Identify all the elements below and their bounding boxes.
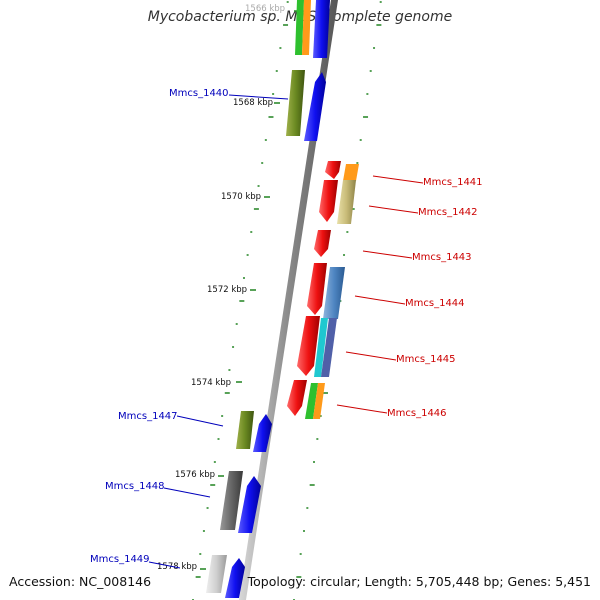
ruler-label: 1572 kbp	[207, 285, 247, 295]
ruler-label: 1574 kbp	[191, 378, 231, 388]
gene-mmcs-1440[interactable]: Mmcs_1440	[169, 70, 326, 141]
ruler-label: 1568 kbp	[233, 98, 273, 108]
gene-mmcs-1448[interactable]: Mmcs_1448	[105, 471, 261, 533]
gene-mmcs-1441[interactable]: Mmcs_1441	[325, 161, 483, 188]
gene-top-partial[interactable]	[295, 0, 330, 58]
gene-mmcs-1443[interactable]: Mmcs_1443	[314, 230, 472, 263]
gene-label[interactable]: Mmcs_1446	[387, 408, 447, 419]
gene-label[interactable]: Mmcs_1445	[396, 354, 456, 365]
gene-label[interactable]: Mmcs_1444	[405, 298, 465, 309]
gene-mmcs-1446[interactable]: Mmcs_1446	[287, 380, 447, 419]
scale-track-left	[192, 1, 289, 600]
gene-label[interactable]: Mmcs_1447	[118, 411, 178, 422]
gene-label[interactable]: Mmcs_1448	[105, 481, 165, 492]
gene-mmcs-1444[interactable]: Mmcs_1444	[307, 263, 465, 319]
accession-text: Accession: NC_008146	[9, 574, 152, 589]
gene-label[interactable]: Mmcs_1440	[169, 88, 229, 99]
gene-label[interactable]: Mmcs_1442	[418, 207, 478, 218]
ruler-label: 1566 kbp	[245, 4, 285, 14]
genome-summary-text: Topology: circular; Length: 5,705,448 bp…	[247, 574, 591, 589]
gene-mmcs-1449[interactable]: Mmcs_1449	[90, 554, 245, 598]
gene-mmcs-1445[interactable]: Mmcs_1445	[297, 316, 456, 377]
gene-label[interactable]: Mmcs_1443	[412, 252, 472, 263]
gene-label[interactable]: Mmcs_1449	[90, 554, 150, 565]
gene-label[interactable]: Mmcs_1441	[423, 177, 483, 188]
gene-mmcs-1447[interactable]: Mmcs_1447	[118, 411, 272, 452]
ruler-label: 1576 kbp	[175, 470, 215, 480]
gene-mmcs-1442[interactable]: Mmcs_1442	[319, 180, 478, 224]
ruler-label: 1570 kbp	[221, 192, 261, 202]
